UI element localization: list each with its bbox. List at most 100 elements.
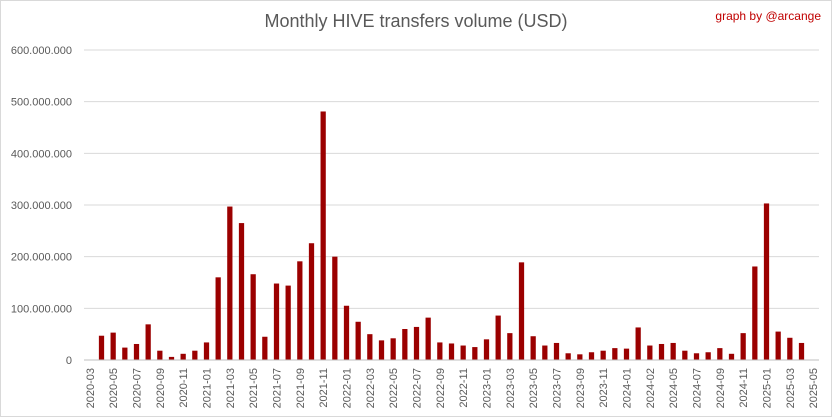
bar bbox=[518, 262, 525, 360]
x-tick-label: 2024-02 bbox=[645, 368, 657, 408]
bar bbox=[752, 266, 758, 360]
x-tick-label: 2022-05 bbox=[388, 368, 400, 408]
bar bbox=[378, 340, 385, 360]
x-tick-label: 2022-09 bbox=[435, 368, 447, 408]
bar bbox=[367, 334, 373, 360]
x-tick-label: 2020-09 bbox=[155, 368, 167, 408]
bar bbox=[215, 277, 221, 360]
bar bbox=[483, 339, 490, 360]
bar bbox=[623, 348, 630, 360]
bar bbox=[425, 317, 431, 360]
bar bbox=[157, 350, 163, 360]
bar bbox=[343, 305, 350, 360]
bar bbox=[110, 332, 116, 360]
bar bbox=[122, 347, 128, 360]
bar bbox=[180, 353, 186, 360]
bar bbox=[542, 345, 548, 360]
bar bbox=[588, 352, 595, 360]
x-tick-label: 2024-09 bbox=[715, 368, 727, 408]
bar bbox=[168, 356, 175, 360]
x-tick-label: 2024-07 bbox=[692, 368, 704, 408]
x-tick-label: 2021-09 bbox=[295, 368, 307, 408]
x-tick-label: 2023-03 bbox=[505, 368, 517, 408]
bar bbox=[693, 353, 700, 360]
bar bbox=[740, 333, 746, 360]
x-tick-label: 2023-05 bbox=[528, 368, 540, 408]
bar bbox=[717, 348, 723, 360]
x-tick-label: 2021-03 bbox=[225, 368, 237, 408]
y-tick-label: 100.000.000 bbox=[11, 303, 72, 315]
x-tick-label: 2020-03 bbox=[85, 368, 97, 408]
bar bbox=[460, 345, 466, 360]
bar bbox=[553, 342, 560, 360]
bar bbox=[600, 350, 606, 360]
credit-label: graph by @arcange bbox=[715, 9, 821, 23]
bar bbox=[98, 335, 105, 360]
bar bbox=[658, 343, 665, 360]
bar bbox=[798, 342, 805, 360]
bar bbox=[647, 345, 653, 360]
bar bbox=[355, 321, 361, 360]
y-tick-label: 600.000.000 bbox=[11, 45, 72, 57]
bar bbox=[612, 348, 618, 360]
bar bbox=[273, 283, 280, 360]
x-tick-label: 2023-07 bbox=[552, 368, 564, 408]
x-tick-label: 2022-01 bbox=[342, 368, 354, 408]
x-tick-label: 2020-07 bbox=[132, 368, 144, 408]
bar bbox=[390, 338, 396, 360]
bar bbox=[530, 336, 536, 360]
x-tick-label: 2023-01 bbox=[482, 368, 494, 408]
y-tick-label: 0 bbox=[66, 355, 72, 367]
x-tick-label: 2023-11 bbox=[598, 368, 610, 408]
y-tick-label: 300.000.000 bbox=[11, 200, 72, 212]
x-tick-label: 2022-03 bbox=[365, 368, 377, 408]
bar bbox=[495, 315, 501, 360]
x-tick-label: 2025-03 bbox=[785, 368, 797, 408]
bar bbox=[728, 353, 735, 360]
bar bbox=[320, 111, 326, 360]
x-tick-label: 2024-01 bbox=[622, 368, 634, 408]
bar bbox=[192, 350, 198, 360]
bar bbox=[227, 206, 233, 360]
x-tick-label: 2022-07 bbox=[412, 368, 424, 408]
bar bbox=[402, 329, 408, 360]
bar bbox=[763, 203, 770, 360]
bar bbox=[133, 343, 140, 360]
x-tick-label: 2020-11 bbox=[178, 368, 190, 408]
bar bbox=[472, 347, 478, 360]
bar bbox=[262, 336, 268, 360]
x-tick-label: 2023-09 bbox=[575, 368, 587, 408]
bar bbox=[682, 350, 688, 360]
bar bbox=[437, 342, 443, 360]
bar bbox=[507, 333, 513, 360]
x-tick-label: 2022-11 bbox=[458, 368, 470, 408]
y-tick-label: 500.000.000 bbox=[11, 97, 72, 109]
y-tick-label: 400.000.000 bbox=[11, 148, 72, 160]
bar bbox=[775, 331, 781, 360]
chart-title: Monthly HIVE transfers volume (USD) bbox=[264, 11, 568, 31]
x-tick-label: 2021-05 bbox=[248, 368, 260, 408]
bar bbox=[332, 256, 338, 360]
x-tick-label: 2025-05 bbox=[808, 368, 820, 408]
bar bbox=[670, 342, 676, 360]
x-tick-label: 2021-01 bbox=[202, 368, 214, 408]
x-tick-label: 2020-05 bbox=[108, 368, 120, 408]
bar bbox=[705, 352, 711, 360]
bar bbox=[285, 285, 291, 360]
x-tick-label: 2021-07 bbox=[272, 368, 284, 408]
bar bbox=[565, 353, 571, 360]
bar bbox=[577, 354, 583, 360]
bar bbox=[250, 274, 256, 360]
bar bbox=[297, 261, 303, 360]
x-tick-label: 2021-11 bbox=[318, 368, 330, 408]
x-tick-label: 2024-11 bbox=[738, 368, 750, 408]
bar bbox=[448, 343, 455, 360]
x-tick-label: 2024-05 bbox=[668, 368, 680, 408]
y-tick-label: 200.000.000 bbox=[11, 252, 72, 264]
bar bbox=[635, 327, 641, 360]
bar bbox=[413, 326, 420, 360]
bar bbox=[203, 342, 210, 360]
bar bbox=[308, 243, 315, 360]
